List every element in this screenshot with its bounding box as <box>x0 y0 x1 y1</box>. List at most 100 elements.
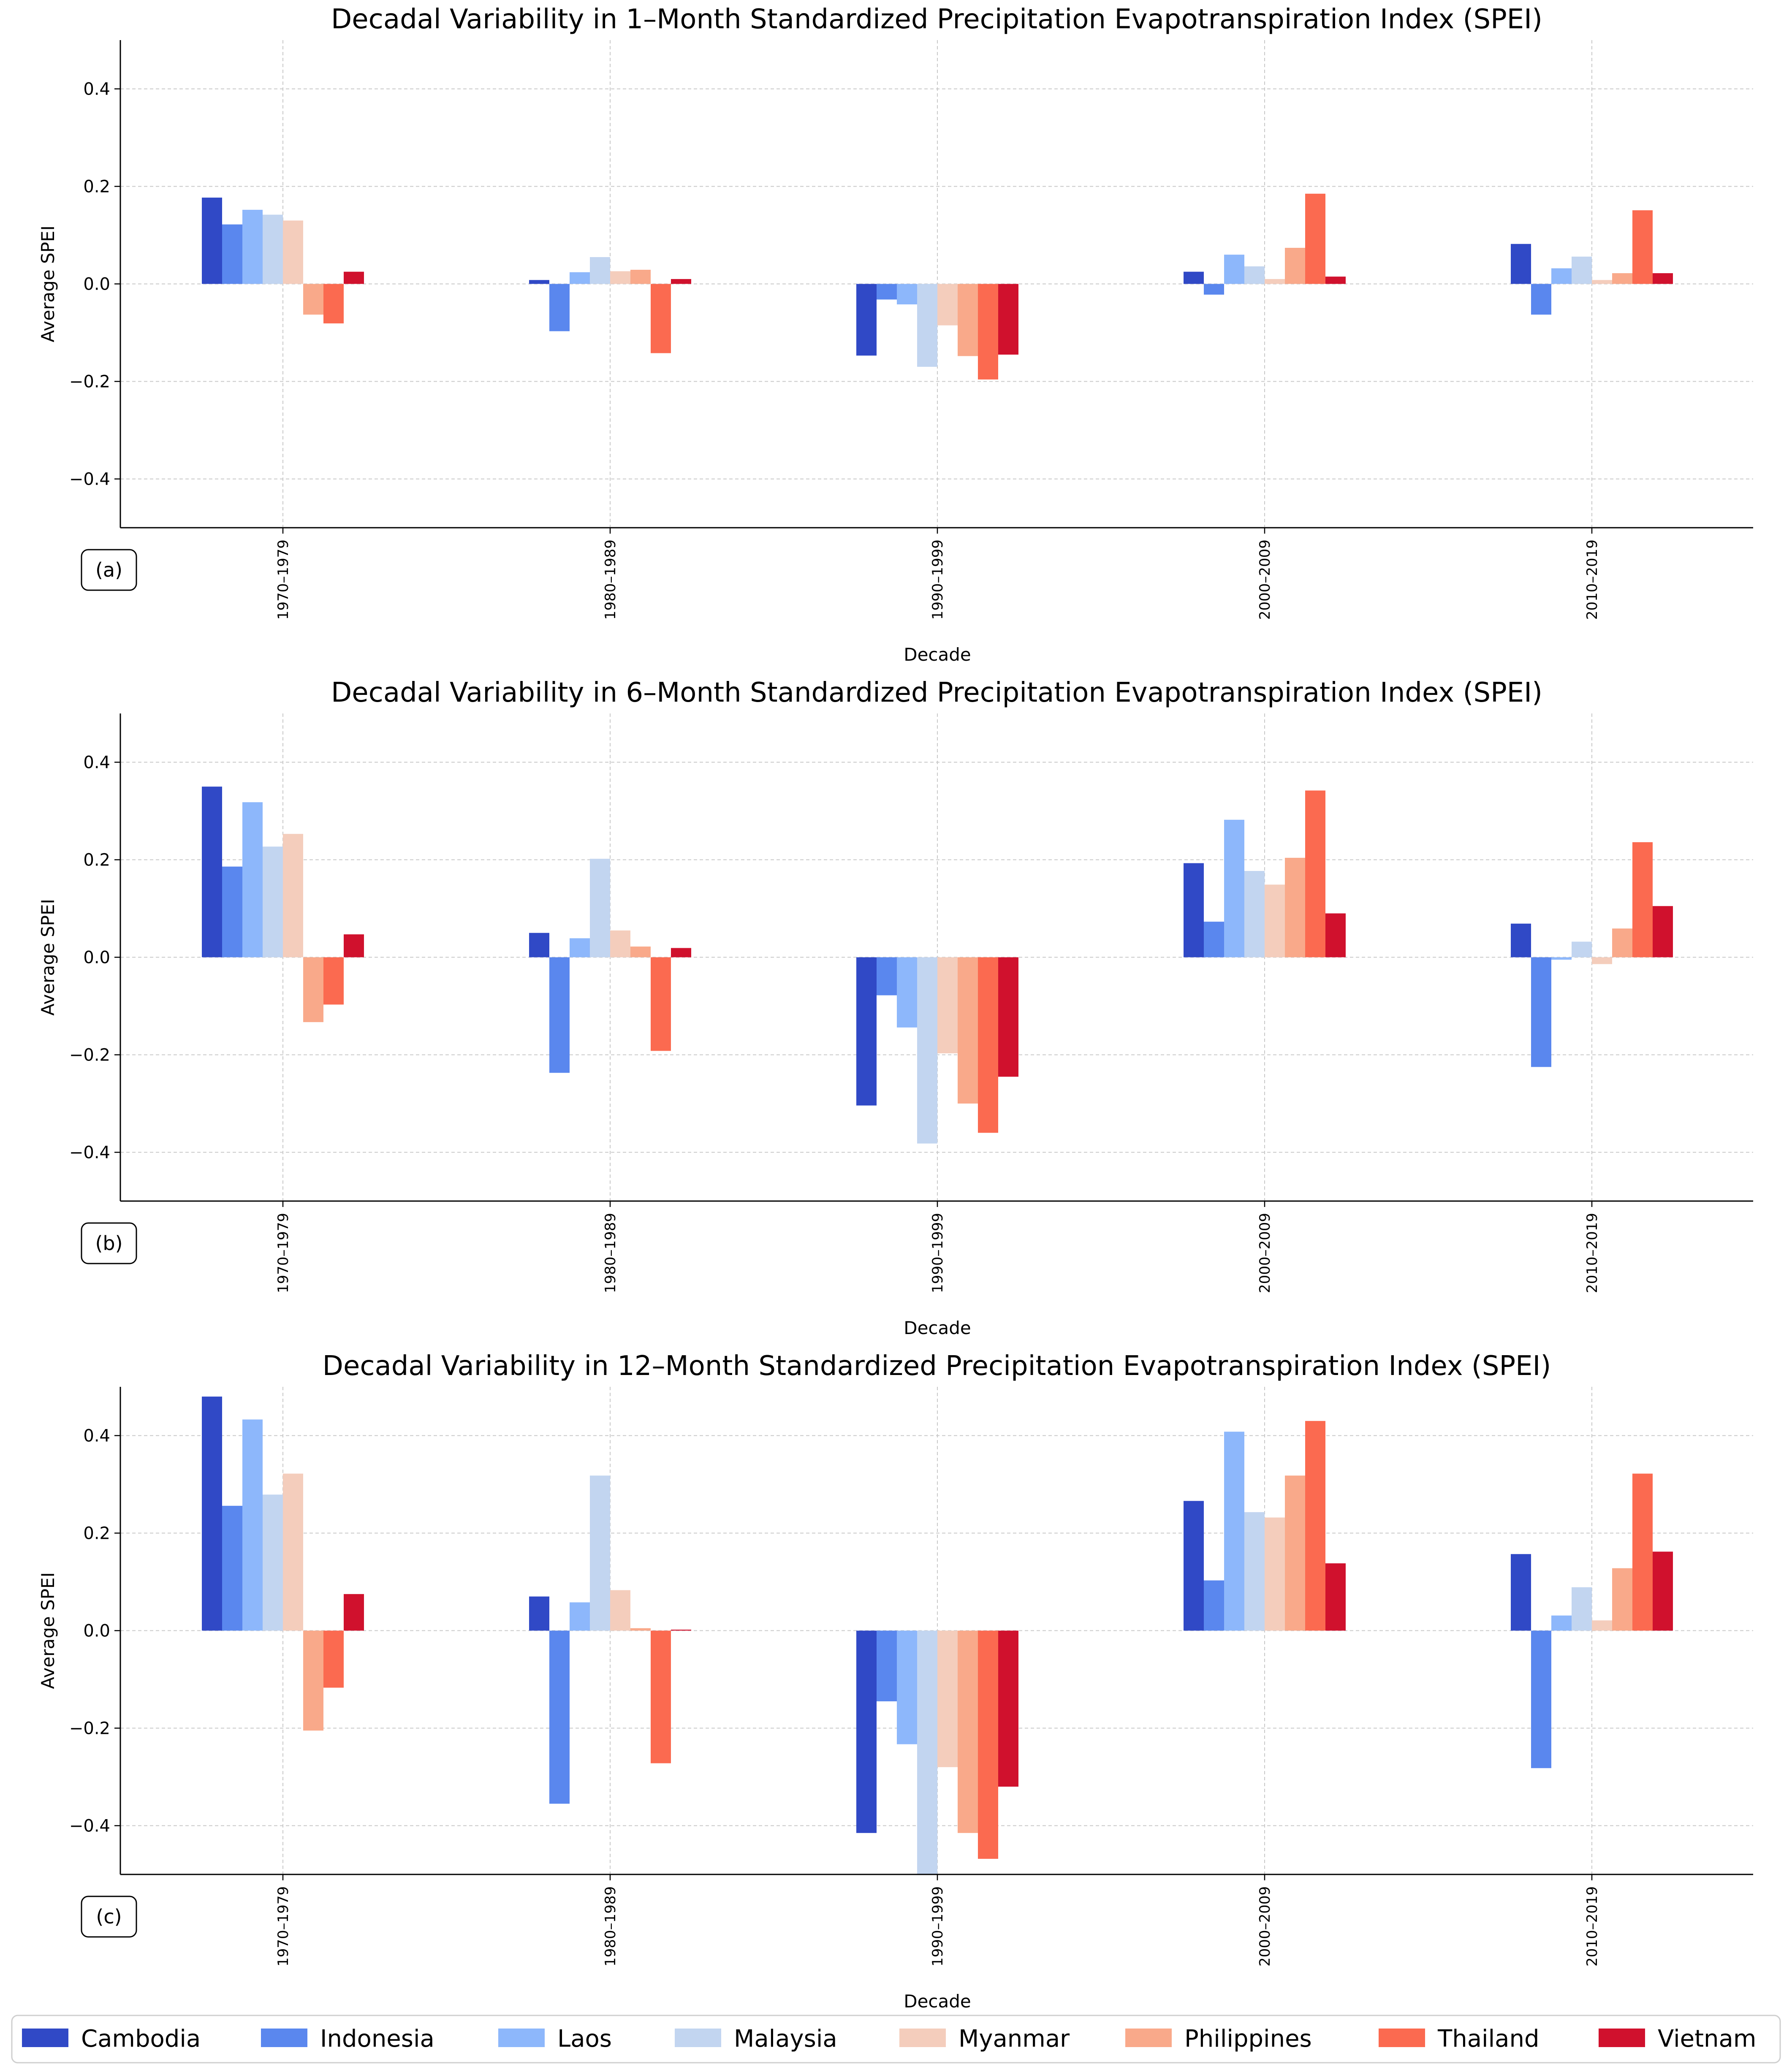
bar-philippines-1990–1999 <box>958 1630 978 1833</box>
bar-cambodia-1970–1979 <box>202 786 222 957</box>
bar-malaysia-1990–1999 <box>917 957 937 1144</box>
bar-malaysia-1970–1979 <box>263 846 283 957</box>
legend-item-vietnam: Vietnam <box>1599 2025 1756 2053</box>
x-tick-label: 1970–1979 <box>275 1886 292 1966</box>
bar-vietnam-1980–1989 <box>671 279 691 284</box>
bar-thailand-2000–2009 <box>1305 193 1325 284</box>
x-tick-label: 2000–2009 <box>1257 1213 1273 1293</box>
bar-cambodia-1970–1979 <box>202 1397 222 1631</box>
bar-vietnam-1980–1989 <box>671 948 691 957</box>
bar-malaysia-2010–2019 <box>1572 256 1592 284</box>
bar-indonesia-1980–1989 <box>549 957 570 1073</box>
bar-laos-2000–2009 <box>1224 255 1244 284</box>
bar-thailand-1980–1989 <box>651 284 671 353</box>
legend-frame <box>11 2015 1781 2064</box>
bar-vietnam-2000–2009 <box>1325 277 1346 284</box>
bar-malaysia-2000–2009 <box>1244 871 1265 957</box>
panel-label-text: (b) <box>95 1232 122 1255</box>
x-tick-label: 1990–1999 <box>929 540 946 620</box>
bar-indonesia-1980–1989 <box>549 284 570 331</box>
bar-vietnam-2000–2009 <box>1325 1563 1346 1631</box>
bar-thailand-2000–2009 <box>1305 790 1325 957</box>
x-tick-label: 1970–1979 <box>275 540 292 620</box>
bar-philippines-2000–2009 <box>1285 857 1305 957</box>
y-tick-label: 0.0 <box>83 948 110 968</box>
bar-philippines-2000–2009 <box>1285 1475 1305 1631</box>
bar-vietnam-1990–1999 <box>998 284 1018 355</box>
panel-label: (c) <box>81 1896 137 1938</box>
legend: Cambodia Indonesia Laos Malaysia Myanmar Phil… <box>11 2015 1781 2064</box>
bar-cambodia-1990–1999 <box>856 957 877 1106</box>
y-tick-label: −0.4 <box>69 1817 110 1836</box>
legend-item-thailand: Thailand <box>1379 2025 1539 2053</box>
legend-swatch <box>675 2029 721 2047</box>
chart-panel-2: Decadal Variability in 6–Month Standardi… <box>38 677 1753 1338</box>
legend-item-laos: Laos <box>498 2025 612 2053</box>
legend-item-philippines: Philippines <box>1125 2025 1312 2053</box>
legend-item-cambodia: Cambodia <box>22 2025 201 2053</box>
bar-malaysia-2000–2009 <box>1244 1512 1265 1631</box>
bar-laos-2000–2009 <box>1224 1432 1244 1631</box>
x-tick-label: 2010–2019 <box>1584 1213 1601 1293</box>
bar-vietnam-1970–1979 <box>344 271 364 284</box>
x-tick-label: 1980–1989 <box>602 1886 619 1966</box>
bar-philippines-2010–2019 <box>1612 928 1632 957</box>
x-tick-label: 1990–1999 <box>929 1886 946 1966</box>
y-tick-label: 0.0 <box>83 275 110 294</box>
bar-philippines-1970–1979 <box>303 1630 323 1731</box>
x-tick-label: 1980–1989 <box>602 1213 619 1293</box>
chart-panels: Decadal Variability in 1–Month Standardi… <box>38 4 1753 2012</box>
legend-label: Philippines <box>1184 2025 1312 2053</box>
legend-label: Vietnam <box>1658 2025 1756 2053</box>
bar-indonesia-1980–1989 <box>549 1630 570 1804</box>
bar-laos-2010–2019 <box>1551 957 1572 960</box>
y-axis-label: Average SPEI <box>38 225 58 342</box>
bar-laos-1970–1979 <box>242 1419 263 1631</box>
bar-indonesia-2000–2009 <box>1204 284 1224 295</box>
bar-myanmar-2000–2009 <box>1265 884 1285 957</box>
bar-indonesia-1990–1999 <box>877 284 897 300</box>
y-tick-label: −0.4 <box>69 470 110 489</box>
x-axis-label: Decade <box>904 1991 971 2012</box>
bar-laos-1970–1979 <box>242 209 263 284</box>
bar-indonesia-2000–2009 <box>1204 922 1224 957</box>
panel-label-text: (a) <box>95 559 122 581</box>
bar-indonesia-2010–2019 <box>1531 957 1551 1067</box>
legend-swatch <box>899 2029 946 2047</box>
bar-cambodia-1990–1999 <box>856 284 877 356</box>
bar-malaysia-1970–1979 <box>263 1494 283 1631</box>
y-tick-label: 0.2 <box>83 177 110 197</box>
bar-vietnam-2010–2019 <box>1653 1551 1673 1631</box>
chart-panel-1: Decadal Variability in 1–Month Standardi… <box>38 4 1753 665</box>
bar-cambodia-2010–2019 <box>1511 923 1531 957</box>
y-tick-label: 0.4 <box>83 80 110 99</box>
y-tick-label: −0.2 <box>69 1046 110 1065</box>
bar-thailand-2010–2019 <box>1632 210 1653 284</box>
x-tick-label: 2000–2009 <box>1257 1886 1273 1966</box>
legend-swatch <box>261 2029 307 2047</box>
x-axis-label: Decade <box>904 644 971 665</box>
bar-indonesia-1990–1999 <box>877 1630 897 1701</box>
bar-myanmar-2000–2009 <box>1265 279 1285 284</box>
bar-malaysia-1980–1989 <box>590 1475 610 1631</box>
legend-swatch <box>1125 2029 1172 2047</box>
bar-laos-2010–2019 <box>1551 1615 1572 1631</box>
bar-indonesia-1970–1979 <box>222 1505 242 1631</box>
legend-label: Cambodia <box>81 2025 201 2053</box>
bar-thailand-2010–2019 <box>1632 1473 1653 1631</box>
panel-label-box <box>81 1896 137 1938</box>
legend-swatch <box>1599 2029 1645 2047</box>
legend-item-indonesia: Indonesia <box>261 2025 434 2053</box>
x-tick-label: 2000–2009 <box>1257 540 1273 620</box>
bar-vietnam-1990–1999 <box>998 957 1018 1077</box>
bar-thailand-1990–1999 <box>978 957 998 1133</box>
bar-laos-1980–1989 <box>570 272 590 284</box>
bar-malaysia-1970–1979 <box>263 214 283 284</box>
bar-philippines-1990–1999 <box>958 957 978 1104</box>
y-tick-label: −0.4 <box>69 1143 110 1163</box>
bar-cambodia-1980–1989 <box>529 933 549 957</box>
bar-indonesia-1990–1999 <box>877 957 897 995</box>
legend-swatch <box>498 2029 545 2047</box>
bar-indonesia-2000–2009 <box>1204 1580 1224 1631</box>
